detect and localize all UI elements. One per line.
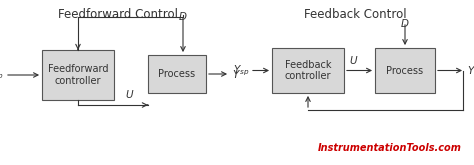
Text: Process: Process <box>158 69 196 79</box>
Bar <box>272 48 344 93</box>
Text: Feedback
controller: Feedback controller <box>285 60 331 81</box>
Text: InstrumentationTools.com: InstrumentationTools.com <box>318 143 462 153</box>
Text: Process: Process <box>386 66 424 76</box>
Text: $Y_{sp}$: $Y_{sp}$ <box>233 63 249 78</box>
Text: $D$: $D$ <box>178 10 188 22</box>
Text: $U$: $U$ <box>349 53 358 66</box>
Text: $Y$: $Y$ <box>467 65 474 77</box>
Bar <box>148 55 206 93</box>
Text: Feedforward
controller: Feedforward controller <box>48 64 108 86</box>
Text: $Y_{sp}$: $Y_{sp}$ <box>0 68 3 82</box>
Text: $U$: $U$ <box>125 88 135 100</box>
Bar <box>42 50 114 100</box>
Bar <box>375 48 435 93</box>
Text: $Y$: $Y$ <box>232 68 241 80</box>
Text: $D$: $D$ <box>400 17 410 29</box>
Text: Feedback Control: Feedback Control <box>304 8 406 21</box>
Text: Feedforward Control: Feedforward Control <box>58 8 178 21</box>
